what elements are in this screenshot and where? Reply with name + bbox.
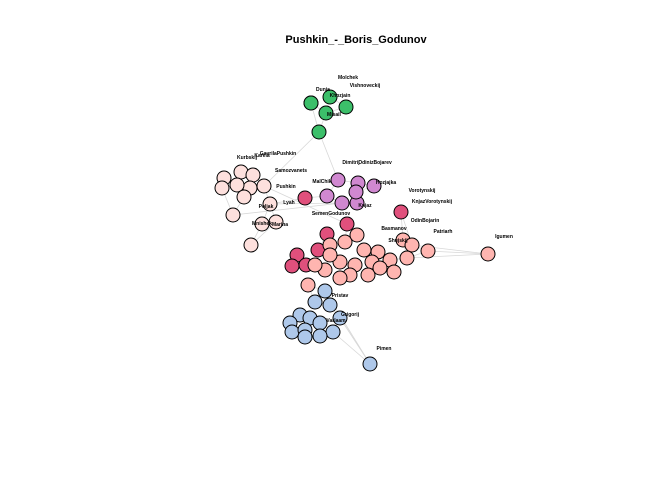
edge — [332, 331, 371, 365]
node-label: GavrilaPushkin — [260, 151, 296, 157]
node — [297, 190, 313, 206]
node-label: Hozjajka — [376, 180, 397, 186]
node — [243, 237, 259, 253]
node-label: Pushkin — [276, 184, 295, 190]
node — [300, 277, 316, 293]
node — [339, 216, 355, 232]
node — [236, 189, 252, 205]
node-label: Khozjain — [330, 93, 351, 99]
node-label: SemenGodunov — [312, 211, 351, 217]
node-label: Basmanov — [381, 226, 407, 232]
node — [332, 310, 348, 326]
node-label: Shujskij — [388, 238, 408, 244]
node-label: Misail — [327, 112, 342, 118]
node — [307, 257, 323, 273]
node-label: MalChik — [312, 179, 331, 185]
node — [311, 124, 327, 140]
node — [229, 177, 245, 193]
node-label: Poljak — [259, 204, 274, 210]
node — [284, 258, 300, 274]
node-label: OdinizBojarev — [358, 160, 392, 166]
node — [337, 234, 353, 250]
node — [356, 242, 372, 258]
node — [386, 264, 402, 280]
node-label: Igumen — [495, 234, 513, 240]
node — [325, 324, 341, 340]
node — [225, 207, 241, 223]
node — [349, 227, 365, 243]
node-label: Kurbskij — [237, 155, 258, 161]
node-label: Samozvanets — [275, 168, 307, 174]
node — [404, 237, 420, 253]
node-label: Lyah — [283, 200, 294, 206]
node-label: Dunja — [316, 87, 330, 93]
node — [317, 283, 333, 299]
node — [284, 324, 300, 340]
node-label: Varlaam — [326, 318, 346, 324]
edge — [232, 202, 343, 216]
node-labels: Dunja Molchek Vishnoveckij Khozjain Misail Ku… — [237, 75, 513, 352]
node — [420, 243, 436, 259]
edge — [318, 131, 339, 181]
node — [322, 89, 338, 105]
node — [334, 195, 350, 211]
node — [319, 188, 335, 204]
node-label: OdinBojarin — [411, 218, 440, 224]
node — [348, 184, 364, 200]
node — [303, 95, 319, 111]
node-label: Patriarh — [434, 229, 453, 235]
node — [360, 267, 376, 283]
edge — [406, 253, 489, 259]
node — [322, 247, 338, 263]
node-label: Pristav — [332, 293, 349, 299]
node — [256, 178, 272, 194]
node-label: Mnishek — [252, 221, 272, 227]
node — [338, 99, 354, 115]
node — [214, 180, 230, 196]
node — [297, 329, 313, 345]
node — [307, 294, 323, 310]
node — [372, 260, 388, 276]
node — [332, 270, 348, 286]
edge — [427, 250, 489, 255]
node — [262, 196, 278, 212]
node-label: Grigorij — [341, 312, 360, 318]
chart-title: Pushkin_-_Boris_Godunov — [285, 34, 427, 46]
node — [480, 246, 496, 262]
node — [312, 315, 328, 331]
node — [399, 250, 415, 266]
node-label: Karela — [254, 153, 270, 159]
node-label: Vorotynskij — [409, 188, 436, 194]
node-label: Molchek — [338, 75, 358, 81]
node — [254, 216, 270, 232]
node — [322, 297, 338, 313]
node-label: Pimen — [376, 346, 391, 352]
node-label: KnjazVorotynskij — [412, 199, 453, 205]
node-label: Marina — [272, 222, 288, 228]
node — [330, 172, 346, 188]
edge — [263, 131, 320, 187]
nodes — [214, 89, 496, 372]
node-label: Vishnoveckij — [350, 83, 381, 89]
node-label: Dimitrij — [342, 160, 360, 166]
node — [245, 167, 261, 183]
node — [362, 356, 378, 372]
node — [393, 204, 409, 220]
node — [318, 105, 334, 121]
node — [366, 178, 382, 194]
node-label: Knjaz — [358, 203, 372, 209]
node — [312, 328, 328, 344]
